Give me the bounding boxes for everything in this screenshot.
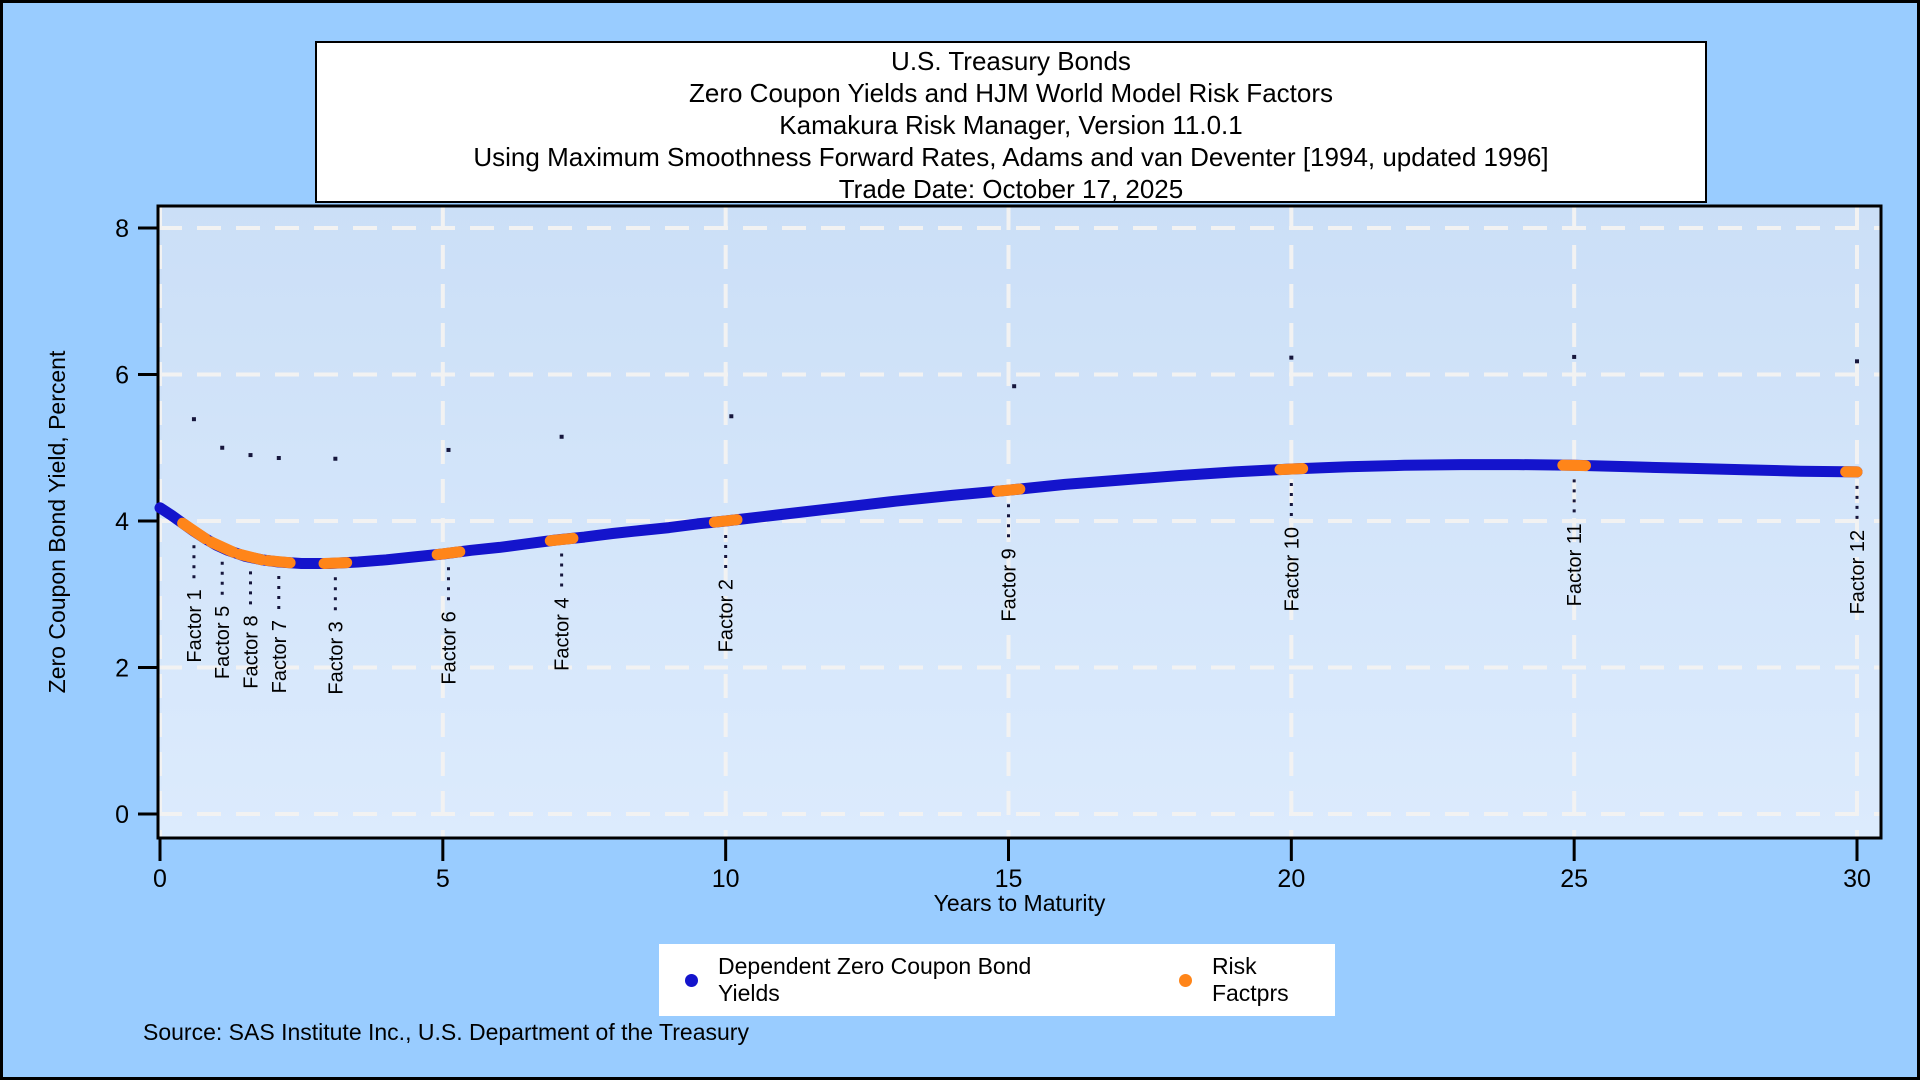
- title-line-5: Trade Date: October 17, 2025: [838, 174, 1184, 204]
- title-line-4: Using Maximum Smoothness Forward Rates, …: [473, 142, 1549, 172]
- y-tick-label: 8: [115, 215, 129, 243]
- risk-factor-segments: [177, 459, 1863, 569]
- factor-label: Factor 3: [325, 621, 347, 694]
- source-note: Source: SAS Institute Inc., U.S. Departm…: [143, 1019, 749, 1045]
- tick-labels: 0 2 4 6 8 0 5 10 15 20 25 30: [115, 215, 1871, 893]
- y-tick-label: 0: [115, 801, 129, 829]
- chart-title-box: U.S. Treasury Bonds Zero Coupon Yields a…: [315, 41, 1707, 204]
- legend: Dependent Zero Coupon Bond Yields Risk F…: [659, 944, 1335, 1016]
- x-tick-label: 10: [712, 865, 740, 893]
- x-tick-label: 30: [1843, 865, 1871, 893]
- factor-label: Factor 4: [552, 597, 574, 670]
- observed-yield-dots: [191, 354, 1859, 461]
- x-tick-label: 15: [995, 865, 1023, 893]
- x-tick-label: 20: [1277, 865, 1305, 893]
- title-line-1: U.S. Treasury Bonds: [891, 46, 1131, 76]
- factor-label: Factor 2: [716, 579, 738, 652]
- title-line-3: Kamakura Risk Manager, Version 11.0.1: [779, 110, 1243, 140]
- factor-label: Factor 8: [241, 615, 263, 688]
- factor-label: Factor 11: [1564, 523, 1586, 606]
- factor-label: Factor 1: [184, 589, 206, 662]
- plot-svg: Factor 1 Factor 5 Factor 8 Factor 7 Factor 3…: [44, 204, 1883, 916]
- y-axis-title: Zero Coupon Bond Yield, Percent: [44, 350, 70, 693]
- axes: [138, 226, 1859, 861]
- factor-label: Factor 5: [212, 606, 234, 679]
- x-tick-label: 5: [436, 865, 450, 893]
- y-tick-label: 4: [115, 508, 129, 536]
- factor-label: Factor 7: [269, 620, 291, 693]
- legend-label-zero-coupon: Dependent Zero Coupon Bond Yields: [718, 953, 1032, 1006]
- factor-label: Factor 10: [1281, 527, 1303, 611]
- y-tick-label: 2: [115, 655, 129, 683]
- factor-labels: Factor 1 Factor 5 Factor 8 Factor 7 Factor 3…: [184, 479, 1869, 695]
- gridlines: [158, 206, 1881, 838]
- y-tick-label: 6: [115, 362, 129, 390]
- factor-label: Factor 9: [999, 548, 1021, 621]
- legend-marker-risk-factors-icon: [1178, 973, 1192, 987]
- x-tick-label: 25: [1560, 865, 1588, 893]
- title-line-2: Zero Coupon Yields and HJM World Model R…: [689, 78, 1333, 108]
- plot-border: [156, 204, 1883, 840]
- x-tick-label: 0: [153, 865, 167, 893]
- x-axis-title: Years to Maturity: [934, 890, 1106, 916]
- legend-marker-zero-coupon-icon: [685, 973, 698, 987]
- factor-label: Factor 6: [438, 611, 460, 684]
- factor-label: Factor 12: [1847, 530, 1869, 614]
- legend-label-risk-factors: Risk Factprs: [1211, 953, 1289, 1006]
